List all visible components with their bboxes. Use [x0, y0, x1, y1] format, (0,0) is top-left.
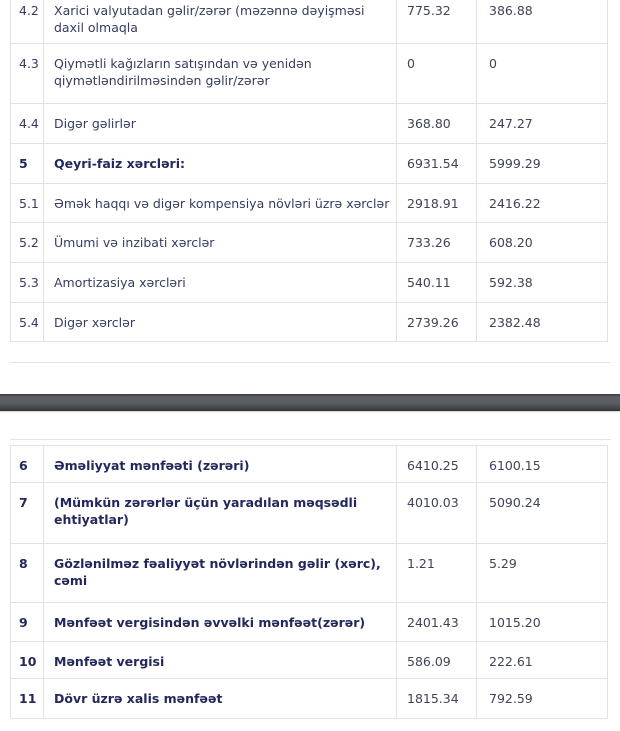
- row-value-period2: 592.38: [476, 262, 608, 303]
- financial-table-expenses: 4.2 Xarici valyutadan gəlir/zərər (məzənn…: [10, 0, 608, 342]
- row-value-period2: 1015.20: [476, 602, 608, 642]
- row-value-period1: 586.09: [396, 641, 477, 679]
- table-row: 5.3 Amortizasiya xərcləri 540.11 592.38: [10, 262, 608, 303]
- table-row: 11 Dövr üzrə xalis mənfəət 1815.34 792.59: [10, 678, 608, 719]
- row-value-period2: 6100.15: [476, 445, 608, 483]
- row-label: Digər xərclər: [43, 302, 397, 342]
- row-value-period1: 0: [396, 43, 477, 104]
- row-value-period2: 2382.48: [476, 302, 608, 342]
- row-value-period1: 2739.26: [396, 302, 477, 342]
- row-value-period2: 247.27: [476, 103, 608, 144]
- row-value-period1: 775.32: [396, 0, 477, 44]
- row-number: 4.4: [10, 103, 44, 144]
- section-bottom-rule: [10, 362, 611, 363]
- row-value-period1: 1815.34: [396, 678, 477, 719]
- table-row: 9 Mənfəət vergisindən əvvəlki mənfəət(zər…: [10, 602, 608, 642]
- row-label: Ümumi və inzibati xərclər: [43, 222, 397, 263]
- row-label: Mənfəət vergisi: [43, 641, 397, 679]
- row-number: 5.4: [10, 302, 44, 342]
- row-number: 10: [10, 641, 44, 679]
- row-label: Qiymətli kağızların satışından və yenidə…: [43, 43, 397, 104]
- profit-table-body: 6 Əməliyyat mənfəəti (zərəri) 6410.25 6100.…: [10, 445, 608, 719]
- table-row: 10 Mənfəət vergisi 586.09 222.61: [10, 641, 608, 679]
- row-value-period2: 222.61: [476, 641, 608, 679]
- row-label: (Mümkün zərərlər üçün yaradılan məqsədli…: [43, 482, 397, 544]
- row-value-period1: 368.80: [396, 103, 477, 144]
- row-label: Dövr üzrə xalis mənfəət: [43, 678, 397, 719]
- section-top-rule: [10, 439, 611, 440]
- row-number: 5.1: [10, 183, 44, 223]
- row-number: 5.2: [10, 222, 44, 263]
- row-value-period2: 5.29: [476, 543, 608, 603]
- row-value-period1: 6410.25: [396, 445, 477, 483]
- row-number: 11: [10, 678, 44, 719]
- row-number: 5.3: [10, 262, 44, 303]
- row-number: 6: [10, 445, 44, 483]
- table-row: 5.2 Ümumi və inzibati xərclər 733.26 608.20: [10, 222, 608, 263]
- table-row: 7 (Mümkün zərərlər üçün yaradılan məqsədl…: [10, 482, 608, 544]
- row-label: Xarici valyutadan gəlir/zərər (məzənnə d…: [43, 0, 397, 44]
- row-value-period1: 2401.43: [396, 602, 477, 642]
- row-label: Gözlənilməz fəaliyyət növlərindən gəlir …: [43, 543, 397, 603]
- row-value-period1: 4010.03: [396, 482, 477, 544]
- row-value-period2: 608.20: [476, 222, 608, 263]
- row-label: Amortizasiya xərcləri: [43, 262, 397, 303]
- financial-table-profit: 6 Əməliyyat mənfəəti (zərəri) 6410.25 6100.…: [10, 445, 608, 719]
- table-row: 5 Qeyri-faiz xərcləri: 6931.54 5999.29: [10, 143, 608, 184]
- row-number: 5: [10, 143, 44, 184]
- row-label: Mənfəət vergisindən əvvəlki mənfəət(zərə…: [43, 602, 397, 642]
- row-value-period1: 540.11: [396, 262, 477, 303]
- row-value-period1: 6931.54: [396, 143, 477, 184]
- row-number: 4.2: [10, 0, 44, 44]
- page-divider-bar: [0, 394, 620, 411]
- table-row: 4.4 Digər gəlirlər 368.80 247.27: [10, 103, 608, 144]
- row-value-period1: 733.26: [396, 222, 477, 263]
- row-value-period2: 0: [476, 43, 608, 104]
- row-value-period2: 5090.24: [476, 482, 608, 544]
- row-number: 9: [10, 602, 44, 642]
- row-label: Əməliyyat mənfəəti (zərəri): [43, 445, 397, 483]
- row-value-period1: 1.21: [396, 543, 477, 603]
- row-number: 7: [10, 482, 44, 544]
- table-row: 4.2 Xarici valyutadan gəlir/zərər (məzənn…: [10, 0, 608, 44]
- table-row: 4.3 Qiymətli kağızların satışından və yen…: [10, 43, 608, 104]
- row-label: Qeyri-faiz xərcləri:: [43, 143, 397, 184]
- table-row: 5.4 Digər xərclər 2739.26 2382.48: [10, 302, 608, 342]
- row-value-period2: 792.59: [476, 678, 608, 719]
- row-label: Digər gəlirlər: [43, 103, 397, 144]
- row-number: 8: [10, 543, 44, 603]
- row-value-period1: 2918.91: [396, 183, 477, 223]
- row-number: 4.3: [10, 43, 44, 104]
- row-label: Əmək haqqı və digər kompensiya növləri ü…: [43, 183, 397, 223]
- table-row: 6 Əməliyyat mənfəəti (zərəri) 6410.25 6100.…: [10, 445, 608, 483]
- row-value-period2: 386.88: [476, 0, 608, 44]
- expenses-table-body: 4.2 Xarici valyutadan gəlir/zərər (məzənn…: [10, 0, 608, 342]
- row-value-period2: 5999.29: [476, 143, 608, 184]
- row-value-period2: 2416.22: [476, 183, 608, 223]
- table-row: 5.1 Əmək haqqı və digər kompensiya növlər…: [10, 183, 608, 223]
- table-row: 8 Gözlənilməz fəaliyyət növlərindən gəlir…: [10, 543, 608, 603]
